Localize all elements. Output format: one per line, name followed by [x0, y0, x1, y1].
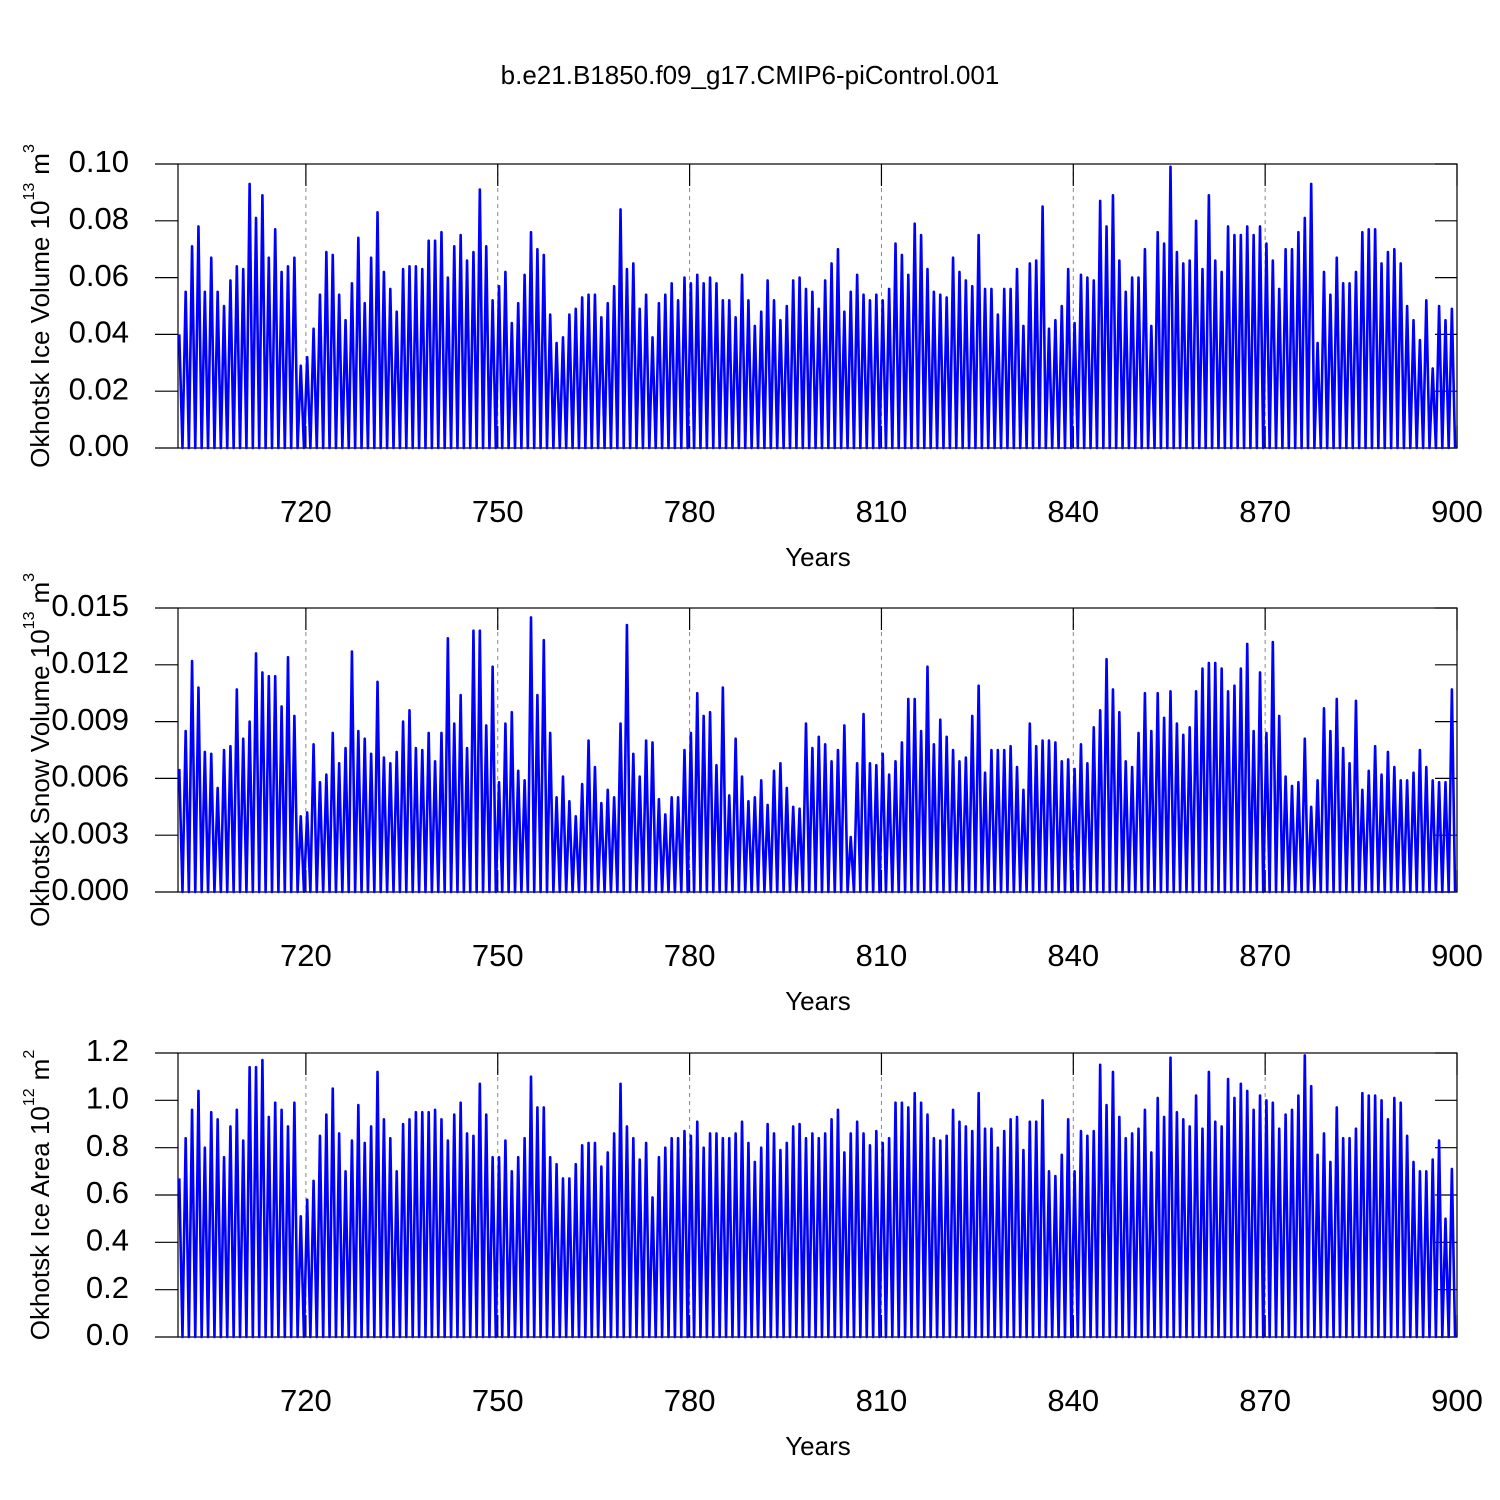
y-axis-label-unit: m — [25, 582, 55, 604]
x-tick-label: 840 — [1047, 494, 1099, 529]
x-tick-label: 780 — [664, 494, 716, 529]
y-tick-label: 0.04 — [69, 315, 129, 350]
x-tick-label: 900 — [1431, 1383, 1483, 1418]
x-tick-label: 780 — [664, 938, 716, 973]
y-axis-label: Okhotsk Ice Area 1012 m2 — [21, 1050, 55, 1341]
panel: 0.0 0.2 0.4 0.6 0.8 1.0 1.2 720 750 780 810 840 870 9… — [21, 1033, 1483, 1461]
y-tick-label: 0.003 — [51, 815, 129, 850]
x-tick-label: 810 — [856, 494, 908, 529]
y-axis-label-unit-exponent: 3 — [21, 144, 38, 153]
y-axis-label-unit: m — [25, 153, 55, 175]
y-axis-label-unit-exponent: 3 — [21, 573, 38, 582]
x-tick-label: 780 — [664, 1383, 716, 1418]
x-tick-label: 810 — [856, 938, 908, 973]
y-tick-label: 0.000 — [51, 872, 129, 907]
y-axis-label-unit-exponent: 2 — [21, 1050, 38, 1059]
x-tick-label: 750 — [472, 494, 524, 529]
x-tick-label: 870 — [1239, 938, 1291, 973]
x-tick-label: 810 — [856, 1383, 908, 1418]
data-line — [177, 616, 1457, 894]
y-axis-label-exponent: 13 — [21, 611, 38, 629]
x-axis-label: Years — [785, 1431, 851, 1461]
panel: 0.00 0.02 0.04 0.06 0.08 0.10 720 750 780 810 840 8… — [21, 144, 1483, 572]
y-tick-label: 0.8 — [86, 1128, 129, 1163]
y-axis-label: Okhotsk Ice Volume 1013 m3 — [21, 144, 55, 468]
y-tick-label: 0.00 — [69, 428, 129, 463]
plot-frame — [177, 607, 1458, 893]
y-tick-label: 1.0 — [86, 1081, 129, 1116]
y-tick-label: 0.2 — [86, 1270, 129, 1305]
plot-frame — [177, 163, 1458, 449]
x-tick-label: 750 — [472, 1383, 524, 1418]
y-axis-label-text: Okhotsk Ice Volume 10 — [25, 201, 55, 468]
y-axis-label-exponent: 13 — [21, 183, 38, 201]
y-axis-label-unit: m — [25, 1059, 55, 1081]
y-axis-label-text: Okhotsk Snow Volume 10 — [25, 629, 55, 927]
y-tick-label: 0.08 — [69, 201, 129, 236]
y-tick-label: 0.4 — [86, 1223, 129, 1258]
y-tick-label: 0.02 — [69, 371, 129, 406]
y-axis-label: Okhotsk Snow Volume 1013 m3 — [21, 573, 55, 927]
y-tick-label: 0.009 — [51, 702, 129, 737]
y-axis-label-exponent: 12 — [21, 1088, 38, 1106]
x-tick-label: 870 — [1239, 1383, 1291, 1418]
y-tick-label: 0.06 — [69, 258, 129, 293]
x-tick-label: 750 — [472, 938, 524, 973]
x-tick-label: 840 — [1047, 938, 1099, 973]
y-axis-label-text: Okhotsk Ice Area 10 — [25, 1106, 55, 1340]
y-tick-label: 0.0 — [86, 1317, 129, 1352]
y-tick-label: 0.015 — [51, 588, 129, 623]
x-tick-label: 720 — [280, 1383, 332, 1418]
panel: 0.000 0.003 0.006 0.009 0.012 0.015 720 750 780 8… — [21, 573, 1483, 1016]
x-tick-label: 870 — [1239, 494, 1291, 529]
y-tick-label: 0.10 — [69, 144, 129, 179]
data-line — [177, 1054, 1457, 1339]
figure-title: b.e21.B1850.f09_g17.CMIP6-piControl.001 — [501, 60, 1000, 90]
x-tick-label: 840 — [1047, 1383, 1099, 1418]
x-tick-label: 720 — [280, 494, 332, 529]
y-tick-label: 0.6 — [86, 1175, 129, 1210]
y-tick-label: 1.2 — [86, 1033, 129, 1068]
data-line — [177, 165, 1457, 450]
y-tick-label: 0.012 — [51, 645, 129, 680]
x-axis-label: Years — [785, 542, 851, 572]
x-axis-label: Years — [785, 986, 851, 1016]
x-tick-label: 900 — [1431, 938, 1483, 973]
x-tick-label: 720 — [280, 938, 332, 973]
x-tick-label: 900 — [1431, 494, 1483, 529]
y-tick-label: 0.006 — [51, 759, 129, 794]
